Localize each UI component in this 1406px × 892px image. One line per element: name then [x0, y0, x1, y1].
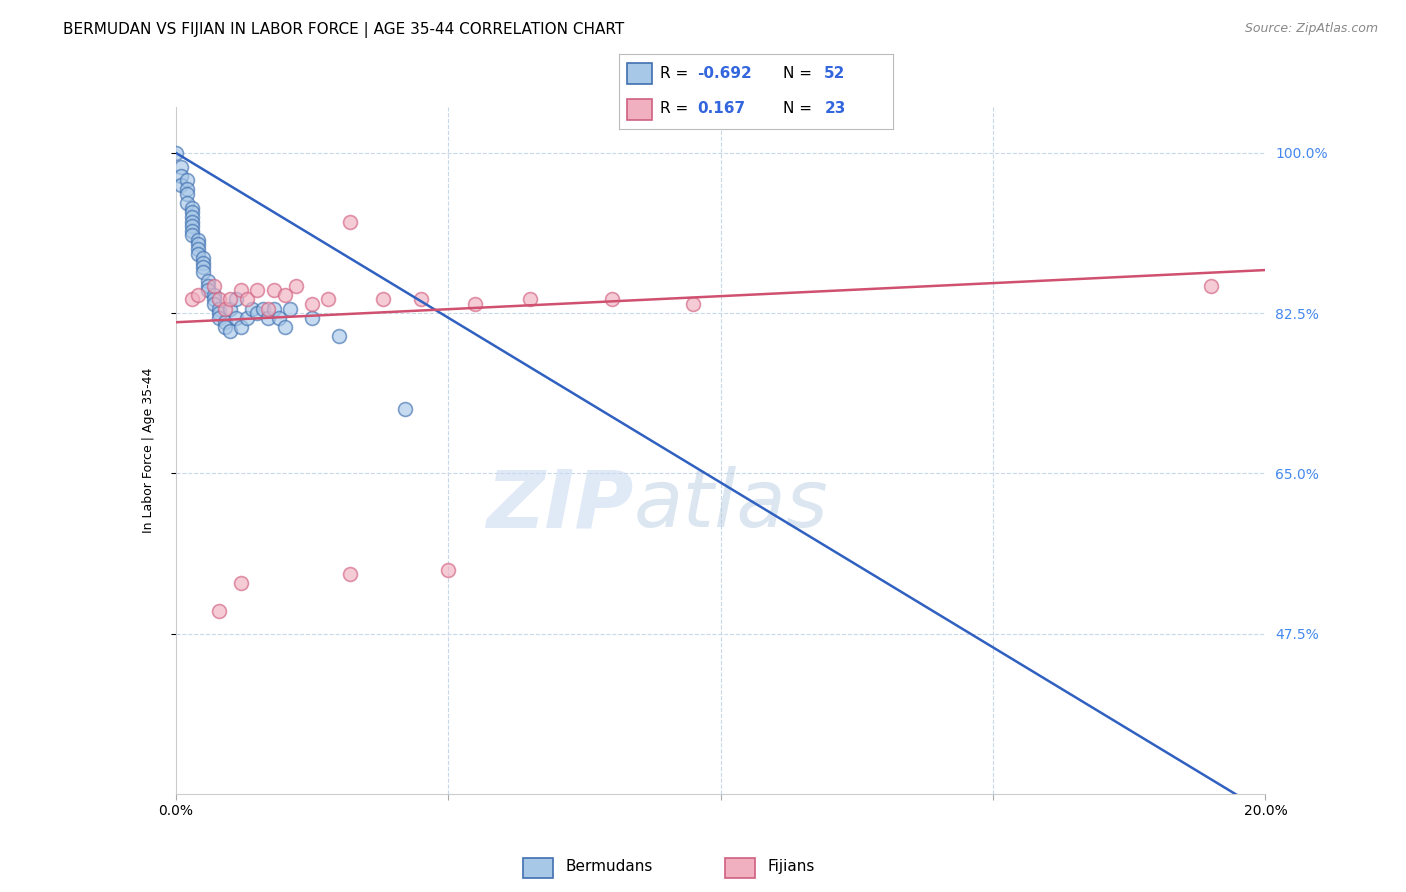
Point [219, 325, 242, 339]
FancyBboxPatch shape [627, 62, 651, 84]
Point [1199, 278, 1222, 293]
Point [170, 160, 193, 174]
Point [165, 145, 187, 160]
Text: 23: 23 [824, 101, 845, 116]
Point [301, 310, 323, 325]
Point [274, 287, 297, 301]
Point [176, 173, 198, 187]
Point [235, 310, 257, 325]
Point [240, 301, 263, 316]
Point [225, 293, 247, 307]
FancyBboxPatch shape [523, 857, 553, 878]
Text: atlas: atlas [633, 467, 828, 544]
Point [263, 283, 285, 297]
Text: Fijians: Fijians [768, 859, 815, 873]
Point [208, 293, 231, 307]
Point [284, 278, 307, 293]
Point [186, 242, 209, 256]
Point [202, 293, 225, 307]
Point [301, 297, 323, 311]
Text: 0.167: 0.167 [697, 101, 745, 116]
Point [263, 301, 285, 316]
Point [252, 301, 274, 316]
Point [231, 576, 253, 591]
Text: R =: R = [659, 101, 697, 116]
Point [208, 604, 231, 618]
Point [219, 293, 242, 307]
Text: BERMUDAN VS FIJIAN IN LABOR FORCE | AGE 35-44 CORRELATION CHART: BERMUDAN VS FIJIAN IN LABOR FORCE | AGE … [63, 22, 624, 38]
Point [186, 233, 209, 247]
Point [186, 246, 209, 260]
Point [219, 301, 242, 316]
Point [225, 310, 247, 325]
Point [181, 201, 204, 215]
Point [278, 301, 301, 316]
FancyBboxPatch shape [725, 857, 755, 878]
Point [176, 196, 198, 211]
Point [191, 265, 214, 279]
Point [181, 214, 204, 228]
Point [600, 293, 623, 307]
Point [437, 562, 460, 576]
Text: Source: ZipAtlas.com: Source: ZipAtlas.com [1244, 22, 1378, 36]
Text: 52: 52 [824, 66, 845, 81]
Point [170, 178, 193, 192]
Point [181, 210, 204, 224]
Text: R =: R = [659, 66, 693, 81]
Point [181, 228, 204, 243]
Point [186, 287, 209, 301]
Point [202, 278, 225, 293]
Point [191, 260, 214, 275]
Point [231, 319, 253, 334]
Point [246, 283, 269, 297]
Point [792, 800, 814, 814]
Point [181, 293, 204, 307]
Point [181, 219, 204, 233]
Point [231, 283, 253, 297]
Point [339, 567, 361, 582]
Point [197, 278, 219, 293]
Y-axis label: In Labor Force | Age 35-44: In Labor Force | Age 35-44 [142, 368, 155, 533]
Point [394, 402, 416, 417]
Point [191, 251, 214, 265]
Point [170, 169, 193, 183]
Point [202, 287, 225, 301]
FancyBboxPatch shape [627, 99, 651, 120]
Point [328, 329, 350, 343]
Point [257, 301, 280, 316]
Point [181, 224, 204, 238]
Text: N =: N = [783, 66, 817, 81]
Point [214, 319, 236, 334]
Point [464, 297, 486, 311]
Point [208, 301, 231, 316]
Point [371, 293, 394, 307]
Point [202, 297, 225, 311]
Text: Bermudans: Bermudans [565, 859, 652, 873]
Point [214, 315, 236, 329]
Point [191, 256, 214, 270]
Point [274, 319, 297, 334]
Point [246, 306, 269, 320]
Point [269, 310, 291, 325]
Point [409, 293, 432, 307]
Point [682, 297, 704, 311]
Point [339, 214, 361, 228]
Point [181, 205, 204, 219]
Text: N =: N = [783, 101, 817, 116]
Point [186, 237, 209, 252]
Text: ZIP: ZIP [486, 467, 633, 544]
Point [519, 293, 541, 307]
Point [257, 310, 280, 325]
Point [208, 310, 231, 325]
Point [176, 187, 198, 202]
Point [197, 283, 219, 297]
Text: -0.692: -0.692 [697, 66, 752, 81]
Point [176, 182, 198, 196]
Point [208, 306, 231, 320]
Point [214, 301, 236, 316]
Point [318, 293, 340, 307]
Point [235, 293, 257, 307]
Point [197, 274, 219, 288]
